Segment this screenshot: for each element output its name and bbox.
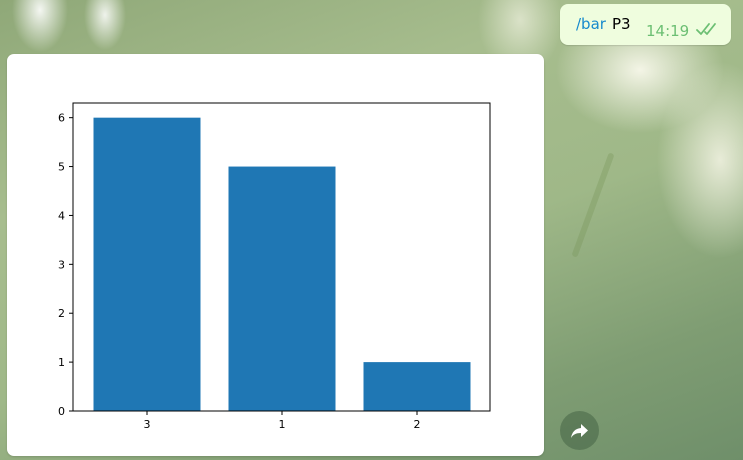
y-tick-label: 5 [58, 161, 65, 174]
x-tick-label: 2 [414, 418, 421, 431]
bar-chart: 0 1 2 3 4 5 6 3 1 2 [58, 102, 491, 431]
command-argument: P3 [612, 15, 631, 33]
x-tick-label: 3 [144, 418, 151, 431]
y-tick-label: 6 [58, 112, 65, 125]
forward-button[interactable] [560, 411, 599, 450]
y-axis: 0 1 2 3 4 5 6 [58, 112, 73, 418]
bar-2 [363, 362, 471, 411]
bar-3 [93, 117, 201, 411]
bot-command-link[interactable]: /bar [576, 15, 606, 33]
x-tick-label: 1 [279, 418, 286, 431]
chart-bars [93, 117, 471, 411]
y-tick-label: 4 [58, 209, 65, 222]
y-tick-label: 1 [58, 356, 65, 369]
bar-1 [228, 166, 336, 411]
x-axis: 3 1 2 [144, 411, 421, 431]
y-tick-label: 0 [58, 405, 65, 418]
double-check-icon [696, 23, 716, 35]
forward-arrow-icon [570, 423, 588, 438]
flower-stem-decoration [571, 152, 615, 258]
y-tick-label: 2 [58, 307, 65, 320]
photo-message-bubble[interactable]: 0 1 2 3 4 5 6 3 1 2 [7, 54, 544, 456]
outgoing-message-bubble[interactable]: /bar P3 14:19 [560, 4, 731, 45]
y-tick-label: 3 [58, 258, 65, 271]
message-timestamp: 14:19 [646, 22, 690, 40]
